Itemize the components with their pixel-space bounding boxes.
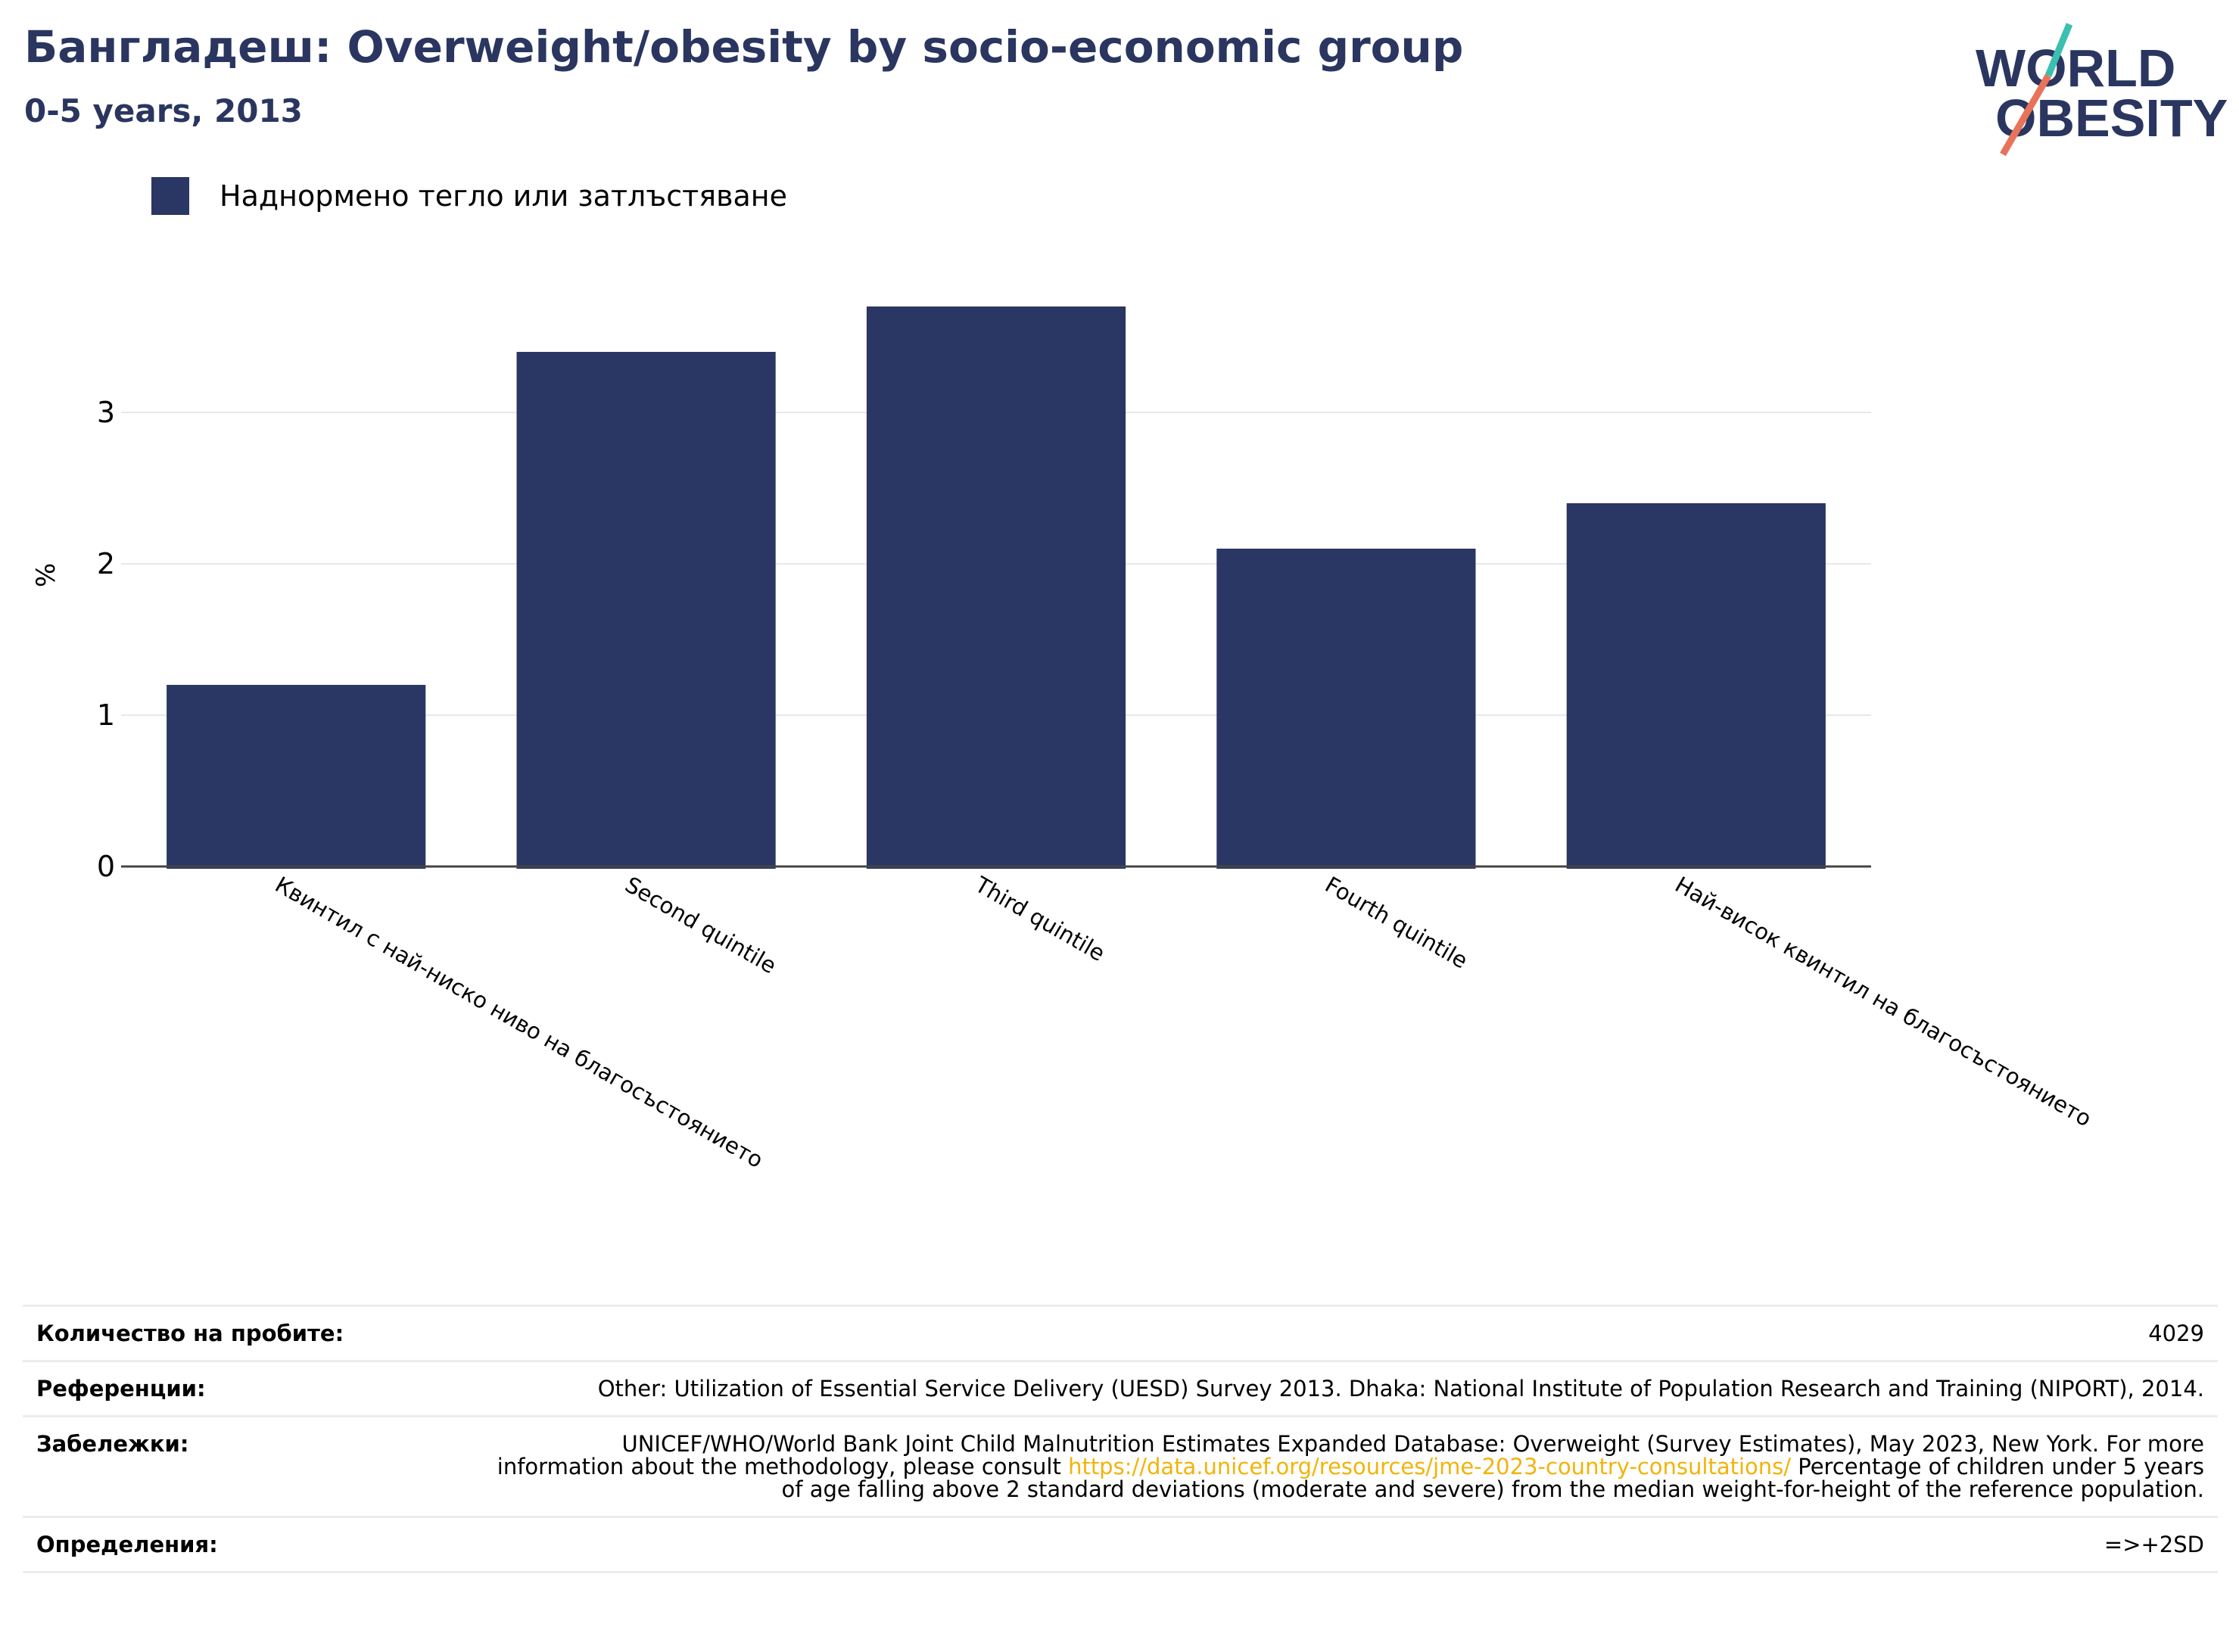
remarks-value: UNICEF/WHO/World Bank Joint Child Malnut… bbox=[494, 1433, 2204, 1501]
x-tick-labels: Квинтил с най-ниско ниво на благосъстоян… bbox=[271, 871, 2096, 1173]
bar bbox=[167, 685, 426, 869]
bar-chart: 0 1 2 3 Квинтил с най-ниско ниво на благосъ… bbox=[31, 306, 2096, 1173]
y-tick-labels: 0 1 2 3 bbox=[97, 396, 115, 883]
logo-slash-coral bbox=[2000, 73, 2051, 157]
chart-legend: Наднормено тегло или затлъстяване bbox=[151, 177, 787, 215]
remarks-text-before: UNICEF/WHO/World Bank Joint Child Malnut… bbox=[497, 1431, 2204, 1479]
references-value: Other: Utilization of Essential Service … bbox=[597, 1376, 2204, 1402]
chart-subtitle: 0-5 years, 2013 bbox=[24, 92, 303, 129]
bar bbox=[516, 352, 776, 869]
remarks-text-after: Percentage of children under 5 years of … bbox=[781, 1454, 2204, 1502]
legend-label: Наднормено тегло или затлъстяване bbox=[220, 179, 787, 213]
x-tick-label: Third quintile bbox=[970, 871, 1110, 966]
y-tick-label: 3 bbox=[97, 396, 115, 429]
sample-size-value: 4029 bbox=[2148, 1321, 2204, 1346]
definitions-label: Определения: bbox=[36, 1532, 218, 1557]
world-obesity-logo: WORLD OBESITY bbox=[1976, 23, 2228, 157]
y-tick-label: 0 bbox=[97, 850, 115, 883]
x-tick-label: Fourth quintile bbox=[1321, 872, 1472, 974]
notes-table: Количество на пробите: 4029 Референции: … bbox=[23, 1305, 2218, 1573]
sample-size-row: Количество на пробите: 4029 bbox=[23, 1305, 2218, 1360]
legend-swatch bbox=[151, 177, 189, 215]
remarks-row: Забележки: UNICEF/WHO/World Bank Joint C… bbox=[23, 1415, 2218, 1516]
references-label: Референции: bbox=[36, 1376, 206, 1402]
x-tick-label: Second quintile bbox=[621, 872, 780, 979]
y-tick-label: 1 bbox=[97, 698, 115, 732]
bars bbox=[167, 306, 1826, 869]
remarks-label: Забележки: bbox=[36, 1431, 189, 1457]
y-axis-label: % bbox=[31, 563, 61, 587]
y-tick-label: 2 bbox=[97, 547, 115, 580]
definitions-row: Определения: =>+2SD bbox=[23, 1516, 2218, 1573]
sample-size-label: Количество на пробите: bbox=[36, 1321, 344, 1346]
bar bbox=[866, 306, 1126, 869]
x-tick-label: Най-висок квинтил на благосъстоянието bbox=[1671, 872, 2096, 1132]
methodology-link[interactable]: https://data.unicef.org/resources/jme-20… bbox=[1068, 1454, 1792, 1479]
bar bbox=[1216, 549, 1476, 869]
chart-title: Бангладеш: Overweight/obesity by socio-e… bbox=[24, 21, 1464, 73]
logo-word-2: OBESITY bbox=[1995, 89, 2228, 148]
bar bbox=[1566, 503, 1826, 869]
logo-slash-teal bbox=[2044, 23, 2073, 77]
logo-word-1: WORLD bbox=[1976, 39, 2175, 98]
definitions-value: =>+2SD bbox=[2104, 1532, 2204, 1557]
references-row: Референции: Other: Utilization of Essent… bbox=[23, 1360, 2218, 1415]
